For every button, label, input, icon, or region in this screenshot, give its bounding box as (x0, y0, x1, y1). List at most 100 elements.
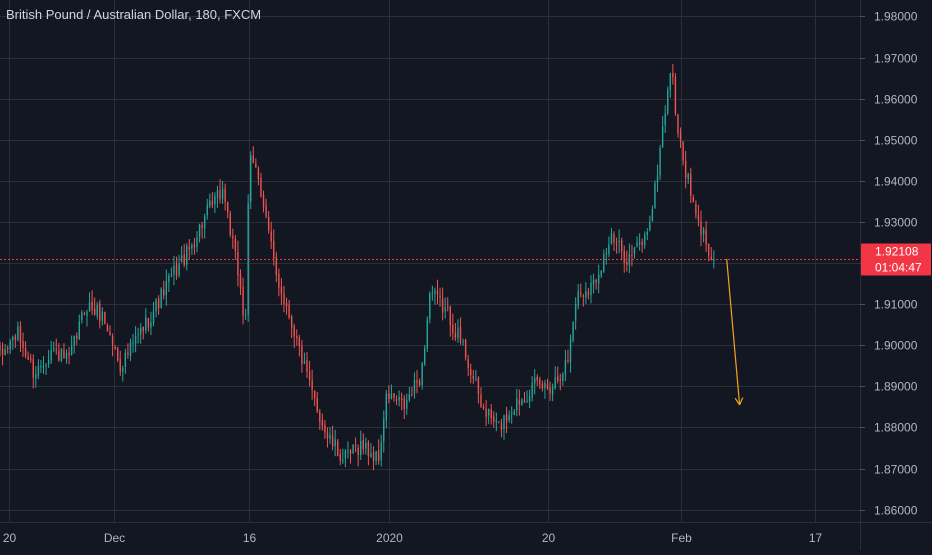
candle-body (536, 376, 538, 381)
price-tick-label: 1.87000 (874, 463, 918, 477)
candle-body (618, 240, 620, 243)
candle-body (423, 348, 426, 365)
candle-body (406, 399, 408, 409)
candle-body (626, 261, 628, 265)
time-tick-label: 16 (243, 531, 257, 545)
candle-body (531, 382, 533, 398)
candle-body (226, 201, 229, 213)
candle-body (574, 304, 577, 321)
candle-body (388, 393, 390, 399)
candle-body (413, 379, 416, 394)
candle-body (342, 460, 344, 462)
candle-body (513, 411, 515, 415)
candle-body (93, 308, 96, 315)
candle-body (290, 316, 293, 328)
candle-body (385, 393, 388, 421)
price-badge-countdown: 01:04:47 (875, 261, 922, 275)
candle-body (255, 163, 257, 168)
candle-body (301, 346, 303, 364)
candle-body (247, 203, 249, 315)
candle-body (60, 348, 63, 361)
candle-body (370, 453, 372, 457)
candle-body (557, 375, 559, 381)
candle-body (160, 288, 162, 309)
candle-body (380, 442, 382, 461)
candle-body (710, 256, 712, 260)
candle-body (347, 450, 349, 452)
candle-body (180, 255, 183, 263)
candle-body (661, 126, 664, 147)
candle-body (564, 360, 567, 375)
candle-body (188, 247, 191, 250)
candle-body (234, 239, 237, 251)
candle-body (17, 326, 19, 341)
time-axis[interactable]: 20 Dec 16 2020 20 Feb 17 (0, 522, 932, 546)
candle-body (431, 293, 434, 295)
candle-body (580, 292, 582, 295)
candle-body (482, 406, 485, 408)
candle-body (398, 396, 400, 401)
price-tick-label: 1.88000 (874, 421, 918, 435)
time-tick-label: 20 (3, 531, 17, 545)
candle-body (690, 173, 692, 196)
candle-body (447, 306, 449, 308)
candle-body (306, 359, 308, 372)
candle-body (145, 317, 147, 331)
candle-body (283, 293, 285, 304)
candle-body (142, 326, 144, 331)
candle-body (449, 306, 451, 326)
candle-body (285, 302, 288, 307)
time-tick-label: Dec (104, 531, 125, 545)
price-badge-value: 1.92108 (875, 245, 919, 259)
price-tick-label: 1.94000 (874, 175, 918, 189)
candle-body (242, 287, 244, 316)
candle-body (73, 335, 75, 346)
candle-body (393, 393, 395, 399)
candle-body (163, 289, 165, 296)
candle-body (298, 337, 301, 347)
candle-body (505, 414, 508, 422)
arrow-head (739, 397, 744, 406)
candle-body (178, 263, 180, 276)
candle-body (0, 346, 1, 350)
candle-body (68, 352, 70, 355)
candle-body (354, 445, 357, 447)
candle-body (206, 204, 208, 216)
candle-body (516, 398, 518, 411)
candle-body (467, 359, 469, 368)
candle-body (191, 245, 193, 249)
candle-body (383, 419, 385, 442)
candle-body (633, 247, 636, 255)
price-axis[interactable]: 1.98000 1.97000 1.96000 1.95000 1.94000 1.930… (860, 0, 918, 550)
candle-body (426, 319, 428, 349)
candle-body (293, 326, 295, 337)
candle-body (257, 168, 260, 180)
candle-body (165, 280, 168, 296)
candle-body (265, 205, 267, 217)
candle-body (400, 398, 403, 400)
candle-body (667, 89, 669, 114)
time-tick-label: Feb (671, 531, 692, 545)
candle-body (9, 341, 11, 350)
candle-body (654, 183, 656, 209)
candle-body (377, 450, 380, 462)
candle-body (638, 242, 641, 244)
candle-body (546, 384, 549, 389)
candle-body (567, 359, 569, 361)
candle-body (168, 275, 170, 282)
candle-body (319, 411, 321, 422)
candle-body (669, 73, 672, 91)
candle-body (214, 196, 216, 205)
candle-body (78, 321, 81, 340)
candle-body (700, 220, 702, 236)
candle-body (116, 348, 119, 361)
candle-body (203, 216, 206, 229)
candle-body (551, 386, 554, 395)
candle-body (24, 348, 27, 357)
candle-body (193, 244, 196, 248)
candles (0, 63, 715, 471)
candle-body (250, 155, 252, 202)
candle-body (365, 443, 367, 449)
candle-body (29, 358, 32, 361)
